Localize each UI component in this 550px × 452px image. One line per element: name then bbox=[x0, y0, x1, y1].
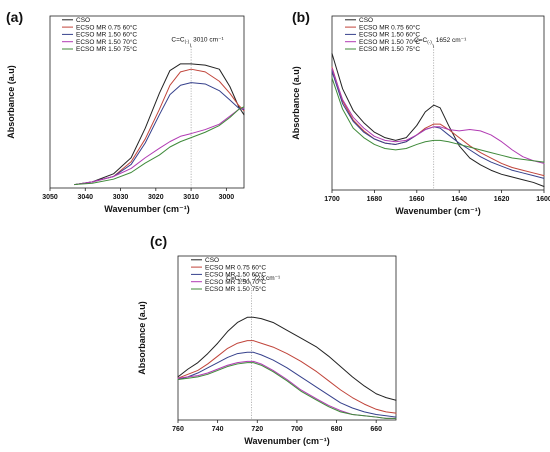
peak-annotation-value: 3010 cm⁻¹ bbox=[193, 36, 224, 43]
x-tick-label: 680 bbox=[331, 426, 343, 433]
annotation-sub: (-) bbox=[185, 39, 190, 44]
series-line bbox=[331, 66, 545, 177]
legend-entry: ECSO MR 0.75 60°C bbox=[359, 23, 420, 31]
peak-annotation: C=C(cis-) bbox=[226, 275, 250, 283]
y-axis-title: Absorbance (a.u) bbox=[6, 65, 16, 139]
plot-frame bbox=[177, 255, 397, 421]
legend-entry: ECSO MR 1.50 75°C bbox=[205, 285, 266, 293]
series-line bbox=[177, 360, 397, 419]
panel-label: (c) bbox=[150, 233, 167, 249]
series-line bbox=[74, 106, 245, 186]
legend-entry: ECSO MR 1.50 60°C bbox=[205, 271, 266, 279]
x-tick-label: 3050 bbox=[42, 194, 58, 201]
x-tick-label: 3010 bbox=[183, 194, 199, 201]
series-line bbox=[74, 82, 245, 186]
x-tick-label: 3000 bbox=[219, 194, 235, 201]
peak-annotation-value: 723 cm⁻¹ bbox=[253, 275, 281, 282]
series-line bbox=[177, 351, 397, 418]
legend-entry: CSO bbox=[76, 17, 90, 24]
legend-entry: ECSO MR 1.50 70°C bbox=[205, 278, 266, 286]
x-tick-label: 3020 bbox=[148, 194, 164, 201]
legend-entry: CSO bbox=[205, 257, 219, 264]
x-tick-label: 3030 bbox=[113, 194, 129, 201]
series-line bbox=[177, 316, 397, 401]
x-tick-label: 720 bbox=[251, 426, 263, 433]
series-line bbox=[74, 107, 245, 186]
series-line bbox=[331, 77, 545, 163]
x-tick-label: 740 bbox=[212, 426, 224, 433]
series-line bbox=[74, 63, 245, 186]
legend-entry: ECSO MR 0.75 60°C bbox=[205, 263, 266, 271]
annotation-main: C=C bbox=[171, 36, 184, 43]
series-line bbox=[74, 68, 245, 186]
annotation-sub: (-) bbox=[427, 39, 432, 44]
x-tick-label: 1700 bbox=[324, 196, 340, 203]
annotation-main: C=C bbox=[414, 37, 427, 44]
x-axis-title: Wavenumber (cm⁻¹) bbox=[244, 436, 329, 446]
y-axis-title: Absorbance (a.u) bbox=[291, 66, 301, 140]
series-line bbox=[177, 340, 397, 414]
legend-entry: ECSO MR 0.75 60°C bbox=[76, 23, 137, 31]
annotation-pointer bbox=[250, 281, 252, 286]
series-line bbox=[331, 53, 545, 188]
peak-annotation: C=C(-) bbox=[414, 37, 432, 45]
series-line bbox=[331, 70, 545, 179]
panel-label: (a) bbox=[6, 9, 23, 25]
x-axis-title: Wavenumber (cm⁻¹) bbox=[104, 204, 189, 214]
legend-entry: ECSO MR 1.50 70°C bbox=[359, 38, 420, 46]
peak-annotation: C=C(-) bbox=[171, 36, 189, 44]
legend-entry: ECSO MR 1.50 75°C bbox=[359, 45, 420, 53]
x-axis-title: Wavenumber (cm⁻¹) bbox=[395, 206, 480, 216]
legend-entry: ECSO MR 1.50 75°C bbox=[76, 45, 137, 53]
x-tick-label: 1680 bbox=[367, 196, 383, 203]
panel-b: (b) 1700 1680 1660 1640 1620 1600 Wavenumber (c… bbox=[291, 9, 550, 216]
x-tick-label: 1660 bbox=[409, 196, 425, 203]
y-axis-title: Absorbance (a.u) bbox=[137, 301, 147, 375]
series-line bbox=[331, 67, 545, 164]
panel-a: (a) 3050 3040 3030 3020 3010 3000 Wavenumber (c… bbox=[6, 9, 245, 214]
plot-frame bbox=[49, 15, 245, 189]
x-tick-label: 760 bbox=[172, 426, 184, 433]
series-line bbox=[177, 362, 397, 419]
plot-frame bbox=[331, 15, 545, 191]
legend-entry: ECSO MR 1.50 60°C bbox=[359, 31, 420, 39]
x-tick-label: 1600 bbox=[536, 196, 550, 203]
legend-entry: ECSO MR 1.50 70°C bbox=[76, 38, 137, 46]
panel-c: (c) 760 740 720 700 680 660 Wavenumber (cm⁻¹) Ab… bbox=[137, 233, 397, 446]
annotation-pointer bbox=[189, 43, 192, 48]
panel-label: (b) bbox=[292, 9, 310, 25]
x-tick-label: 3040 bbox=[77, 194, 93, 201]
annotation-main: C=C bbox=[226, 275, 239, 282]
x-tick-label: 1620 bbox=[494, 196, 510, 203]
annotation-sub: (cis-) bbox=[239, 277, 249, 282]
legend-entry: CSO bbox=[359, 17, 373, 24]
annotation-pointer bbox=[432, 43, 435, 48]
x-tick-label: 660 bbox=[370, 426, 382, 433]
x-tick-label: 1640 bbox=[451, 196, 467, 203]
peak-annotation-value: 1652 cm⁻¹ bbox=[436, 37, 467, 44]
x-tick-label: 700 bbox=[291, 426, 303, 433]
legend-entry: ECSO MR 1.50 60°C bbox=[76, 31, 137, 39]
